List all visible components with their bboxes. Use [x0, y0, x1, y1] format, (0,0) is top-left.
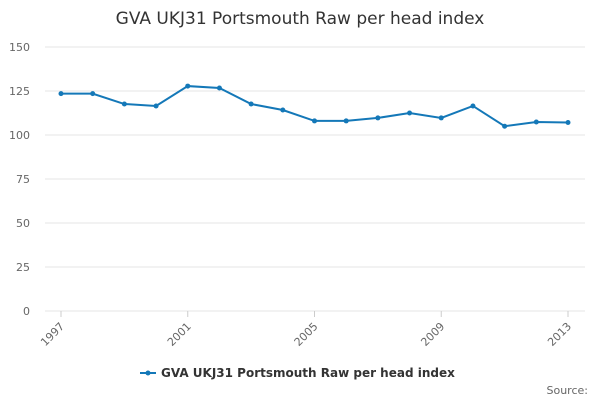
data-point — [58, 91, 64, 97]
data-point — [565, 120, 571, 126]
y-tick-label: 50 — [16, 217, 30, 230]
y-tick-label: 75 — [16, 173, 30, 186]
data-point — [343, 118, 349, 124]
legend-label: GVA UKJ31 Portsmouth Raw per head index — [161, 366, 455, 380]
data-point — [312, 118, 317, 124]
data-point — [533, 119, 539, 125]
y-tick-label: 0 — [23, 305, 30, 318]
x-tick-label: 2001 — [165, 320, 194, 349]
data-point — [375, 115, 381, 121]
data-point — [280, 107, 286, 113]
y-tick-label: 150 — [9, 41, 30, 54]
source-note: Source: — [547, 384, 589, 397]
legend-marker — [145, 370, 151, 376]
data-point — [153, 103, 159, 109]
data-point — [121, 101, 127, 107]
data-point — [407, 110, 413, 116]
y-tick-label: 125 — [9, 85, 30, 98]
x-tick-label: 2009 — [418, 320, 447, 349]
y-tick-label: 100 — [9, 129, 30, 142]
data-point — [90, 91, 96, 97]
data-point — [502, 123, 508, 129]
x-tick-label: 1997 — [38, 320, 67, 349]
data-point — [185, 83, 191, 89]
x-tick-label: 2005 — [292, 320, 321, 349]
data-point — [470, 103, 476, 109]
x-tick-label: 2013 — [545, 320, 574, 349]
chart-title: GVA UKJ31 Portsmouth Raw per head index — [116, 9, 485, 29]
data-point — [438, 115, 444, 121]
y-tick-label: 25 — [16, 261, 30, 274]
data-point — [248, 101, 254, 107]
data-point — [216, 85, 222, 91]
